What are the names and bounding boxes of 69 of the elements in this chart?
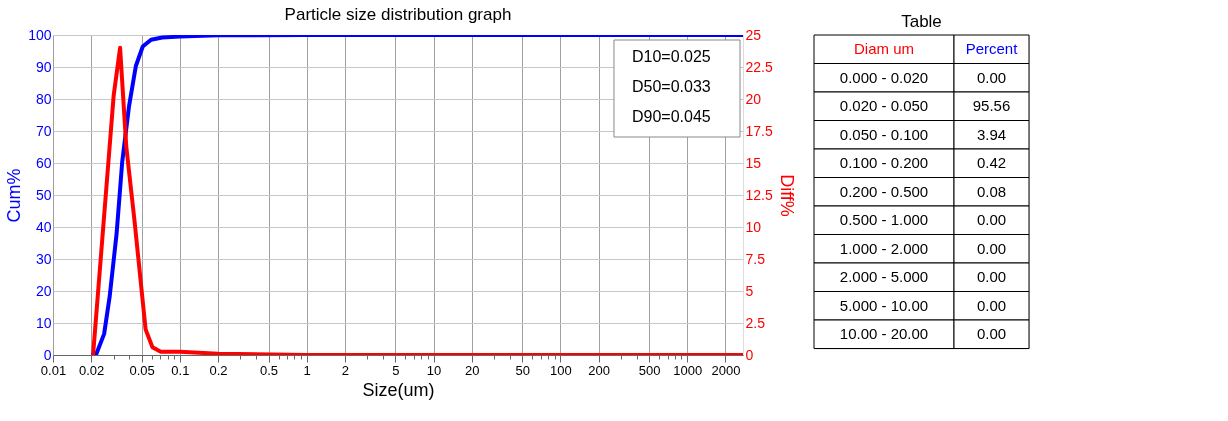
x-tick-label: 500 [638,362,661,378]
x-tick-label: 5 [392,362,400,378]
y-axis-title: Cum% [4,168,25,223]
text: 3.94 [976,125,1007,143]
y-tick-label: 50 [35,186,52,203]
x-tick-label: 2 [341,362,350,378]
x-tick-label: 10 [426,362,442,378]
y2-tick-label: 20 [745,90,762,107]
x-tick-label: 100 [550,362,572,378]
x-tick-label: 2000 [711,362,741,378]
y2-tick-label: 2.5 [745,314,766,331]
y2-tick-label: 15 [745,154,762,171]
y-tick-label: 10 [35,314,52,331]
category-label: 0.050 - 0.100 [839,125,929,143]
y-tick-label: 30 [35,250,52,267]
y-tick-label: 40 [35,218,52,235]
category-label: 2.000 - 5.000 [839,268,929,286]
text: 0.00 [976,239,1007,257]
y2-axis-title: Diff% [776,174,797,217]
y2-tick-label: 5 [745,282,754,299]
y2-tick-label: 7.5 [745,250,766,267]
y2-tick-label: 25 [745,26,762,43]
y-tick-label: 100 [28,26,52,43]
x-tick-label: 0.05 [129,362,155,378]
x-tick-label: 0.2 [209,362,228,378]
y2-tick-label: 12.5 [745,186,773,203]
text: 0.00 [976,268,1007,286]
x-tick-label: 1000 [673,362,703,378]
x-tick-label: 0.02 [79,362,105,378]
y-tick-label: 80 [35,90,52,107]
category-label: 5.000 - 10.00 [839,296,929,314]
category-label: 0.000 - 0.020 [839,68,929,86]
y2-tick-label: 10 [745,218,762,235]
category-label: 10.00 - 20.00 [839,325,929,343]
annotation: D90=0.045 [631,108,711,125]
text: 0.00 [976,211,1007,229]
text: 0.00 [976,296,1007,314]
chart-title: Particle size distribution graph [284,5,512,24]
text: 0.08 [976,182,1007,200]
text: 0.00 [976,68,1007,86]
text: 95.56 [972,97,1011,115]
annotation: D50=0.033 [631,78,711,95]
y-tick-label: 60 [35,154,52,171]
x-tick-label: 0.01 [40,362,67,378]
category-label: 0.500 - 1.000 [839,211,929,229]
text: 0.42 [976,154,1007,172]
category-label: 0.020 - 0.050 [839,97,929,115]
y-tick-label: 0 [43,346,52,363]
text: Percent [965,40,1019,58]
category-label: 0.200 - 0.500 [839,182,929,200]
y-tick-label: 70 [35,122,52,139]
category-label: 1.000 - 2.000 [839,239,929,257]
text: Table [901,11,942,31]
y2-tick-label: 0 [745,346,754,363]
y-tick-label: 90 [35,58,52,75]
y-tick-label: 20 [35,282,52,299]
annotation: D10=0.025 [631,48,711,65]
category-label: 0.100 - 0.200 [839,154,929,172]
x-axis-title: Size(um) [362,379,435,400]
text: 0.00 [976,325,1007,343]
x-tick-label: 20 [465,362,480,378]
x-tick-label: 0.5 [259,362,279,378]
text: Diam um [853,40,915,58]
y2-tick-label: 22.5 [745,58,773,75]
y2-tick-label: 17.5 [745,122,773,139]
x-tick-label: 200 [588,362,610,378]
x-tick-label: 1 [303,362,311,378]
x-tick-label: 0.1 [171,362,190,378]
x-tick-label: 50 [515,362,530,378]
